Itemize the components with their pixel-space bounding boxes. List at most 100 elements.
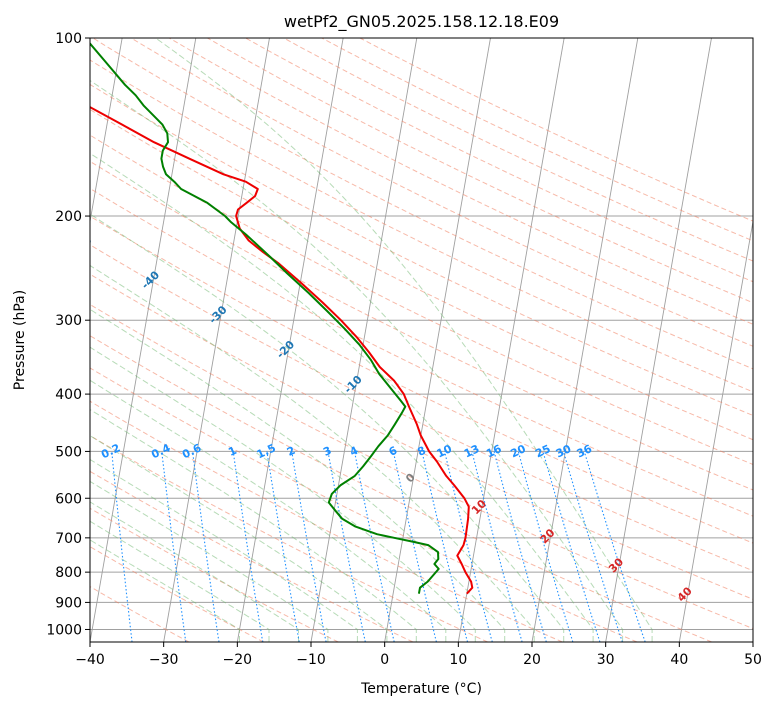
isotherm-line — [236, 38, 344, 642]
y-tick-label: 100 — [55, 31, 82, 47]
y-tick-label: 900 — [55, 595, 82, 611]
isotherm-line — [384, 38, 491, 642]
moist-adiabat-line — [90, 520, 270, 642]
y-tick-label: 1000 — [46, 622, 82, 638]
isotherm-line — [457, 38, 565, 642]
moist-adiabat-line — [90, 213, 565, 642]
x-axis-title: Temperature (°C) — [360, 681, 482, 697]
x-tick-label: 40 — [670, 652, 688, 668]
mixing-ratio-label: 1.5 — [255, 441, 278, 461]
mixing-ratio-line — [517, 451, 574, 642]
moist-adiabat-line — [90, 435, 388, 642]
x-tick-label: 20 — [523, 652, 541, 668]
dry-adiabat-line — [90, 367, 638, 642]
mixing-ratio-line — [583, 451, 646, 642]
mixing-ratio-label: 36 — [575, 442, 595, 460]
moist-adiabat-line — [155, 38, 653, 642]
mixing-ratio-line — [111, 451, 133, 642]
x-tick-label: −20 — [223, 652, 253, 668]
mixing-ratio-line — [444, 451, 493, 642]
mixing-ratio-line — [471, 451, 523, 642]
mixing-ratio-label: 0.6 — [180, 441, 203, 461]
sounding-profiles — [90, 41, 474, 595]
moist-adiabat-line — [90, 308, 506, 642]
isotherm-label: -20 — [274, 338, 297, 361]
moist-adiabat-line — [90, 539, 240, 642]
isotherm-line — [310, 38, 418, 642]
mixing-ratio-label: 13 — [462, 442, 481, 460]
dry-adiabat-line — [90, 470, 414, 642]
moist-adiabat-line — [90, 346, 476, 642]
moist-adiabat-line — [90, 379, 447, 642]
isotherm-line — [90, 38, 123, 225]
x-tick-label: 0 — [380, 652, 389, 668]
mixing-ratio-line — [291, 451, 327, 642]
dry-adiabat-line — [90, 585, 190, 642]
y-tick-label: 300 — [55, 313, 82, 329]
dewpoint-profile-line — [90, 41, 440, 594]
dry-adiabat-line — [90, 507, 339, 642]
mixing-ratio-label: 30 — [554, 442, 574, 460]
dry-adiabat-line — [359, 38, 753, 222]
temperature-profile-line — [90, 106, 474, 595]
dry-adiabat-line — [90, 215, 753, 544]
isotherm-label: -50 — [71, 233, 94, 256]
isotherm-label: 0 — [403, 471, 418, 486]
isotherm-line — [678, 218, 753, 642]
x-tick-label: −10 — [296, 652, 326, 668]
isotherm-label: -10 — [342, 373, 365, 396]
x-axis: −40 −30 −20 −10 0 10 20 30 40 50 — [75, 642, 762, 668]
moist-adiabat-line — [90, 79, 624, 642]
isotherm-line — [531, 38, 639, 642]
dry-adiabat-line — [90, 59, 753, 393]
y-axis-title: Pressure (hPa) — [12, 290, 28, 390]
dry-adiabat-line — [90, 400, 563, 642]
dry-adiabat-line — [283, 38, 753, 262]
dry-adiabat-line — [207, 38, 753, 304]
y-axis: 100 200 300 400 500 600 700 800 900 1000 — [46, 31, 90, 638]
mixing-ratio-line — [493, 451, 547, 642]
moist-adiabat-line — [90, 458, 358, 642]
isotherm-label: 10 — [469, 497, 489, 517]
x-tick-label: 50 — [744, 652, 762, 668]
x-tick-label: −30 — [149, 652, 179, 668]
mixing-ratio-label: 25 — [533, 442, 552, 460]
x-tick-label: 10 — [449, 652, 467, 668]
isotherm-line — [163, 38, 270, 642]
isotherm-label: 20 — [538, 526, 558, 546]
mixing-ratio-line — [161, 451, 187, 642]
dry-adiabat-line — [90, 134, 753, 466]
dry-adiabat-line — [92, 38, 753, 370]
mixing-ratio-line — [542, 451, 601, 642]
dry-adiabat-line — [90, 273, 753, 600]
dry-adiabat-line — [90, 160, 753, 491]
background-lines — [90, 38, 753, 642]
y-tick-label: 500 — [55, 444, 82, 460]
moist-adiabat-line — [90, 152, 594, 642]
dry-adiabat-line — [130, 38, 753, 347]
plot-frame — [89, 37, 754, 643]
mixing-ratio-label: 0.4 — [149, 441, 172, 461]
isotherm-line — [605, 38, 712, 642]
dry-adiabat-line — [90, 435, 488, 642]
dry-adiabat-line — [90, 108, 753, 441]
mixing-ratio-label: 20 — [509, 442, 529, 460]
moist-adiabat-line — [90, 264, 535, 642]
dry-adiabat-line — [245, 38, 753, 283]
y-tick-label: 800 — [55, 565, 82, 581]
dry-adiabat-line — [90, 546, 264, 642]
mixing-ratio-label: 0.2 — [99, 441, 122, 461]
mixing-ratio-line — [353, 451, 395, 642]
y-tick-label: 200 — [55, 209, 82, 225]
dry-adiabat-line — [90, 335, 712, 642]
x-tick-label: −40 — [75, 652, 105, 668]
mixing-ratio-line — [192, 451, 220, 642]
mixing-ratio-line — [562, 451, 623, 642]
isotherm-label: -60 — [4, 199, 27, 222]
isotherm-label: -40 — [139, 268, 162, 291]
mixing-ratio-line — [327, 451, 366, 642]
dry-adiabat-line — [168, 38, 753, 325]
isotherm-line — [752, 639, 753, 642]
y-tick-label: 700 — [55, 531, 82, 547]
